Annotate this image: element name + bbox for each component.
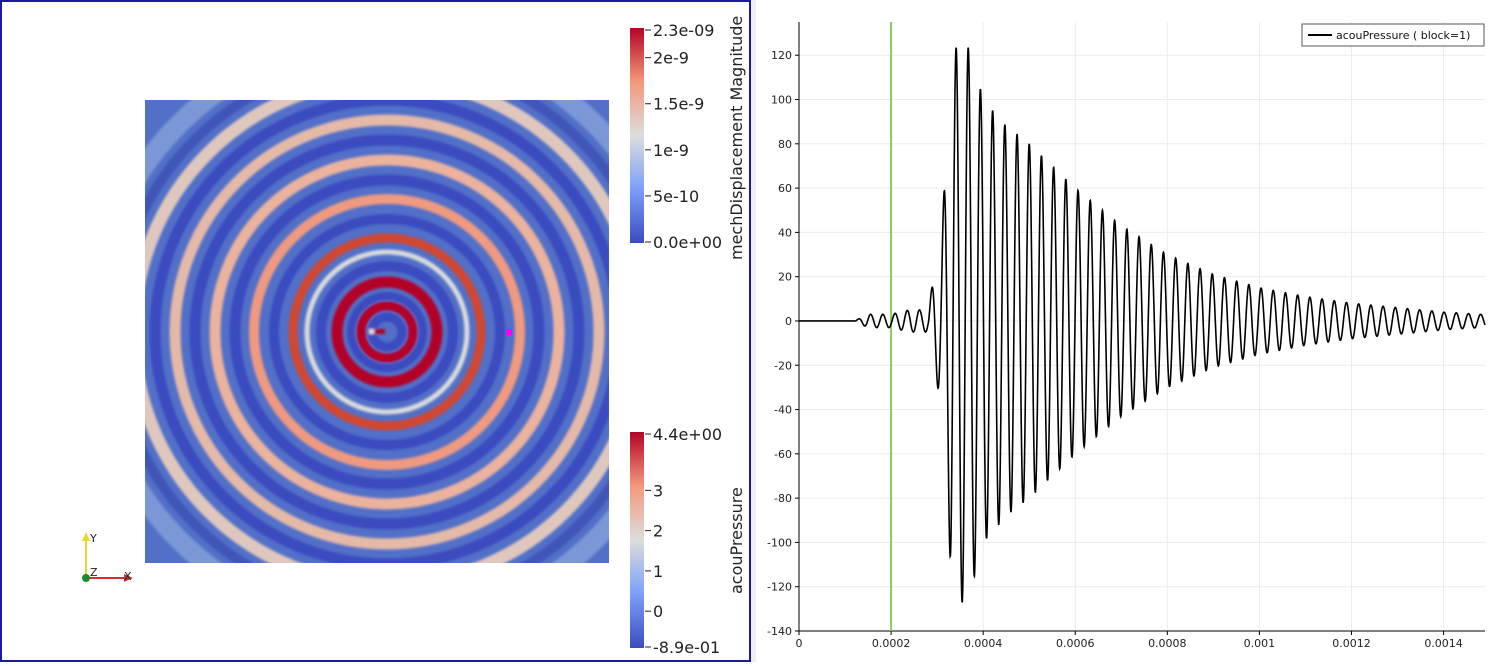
colorbar-displacement: 2.3e-09 2e-9 1.5e-9 1e-9 5e-10 0.0e+00 mechDi… xyxy=(630,16,746,260)
orientation-axes: Y Z X xyxy=(82,532,133,583)
y-tick-label: 60 xyxy=(778,182,792,195)
y-tick-label: -140 xyxy=(767,625,792,638)
probe-point xyxy=(506,329,512,335)
axis-x-label: X xyxy=(124,570,132,583)
render-view[interactable]: 2.3e-09 2e-9 1.5e-9 1e-9 5e-10 0.0e+00 mechDi… xyxy=(0,0,751,662)
colorbar-tick-label: 5e-10 xyxy=(653,187,699,206)
colorbar-tick-label: 2.3e-09 xyxy=(653,21,714,40)
y-tick-label: 80 xyxy=(778,138,792,151)
colorbar-tick-label: 3 xyxy=(653,481,663,500)
render-svg[interactable]: 2.3e-09 2e-9 1.5e-9 1e-9 5e-10 0.0e+00 mechDi… xyxy=(2,2,749,660)
line-chart[interactable]: 120 100 80 60 40 20 0 -20 -40 -60 -80 -100 -120 -140 0… xyxy=(756,0,1498,662)
x-tick-label: 0.0006 xyxy=(1056,637,1095,650)
view-splitter[interactable] xyxy=(751,0,756,662)
colorbar-tick-label: 2e-9 xyxy=(653,49,689,68)
y-tick-label: -100 xyxy=(767,536,792,549)
legend-label: acouPressure ( block=1) xyxy=(1336,29,1470,42)
y-tick-label: -40 xyxy=(774,404,792,417)
line-chart-view[interactable]: 120 100 80 60 40 20 0 -20 -40 -60 -80 -100 -120 -140 0… xyxy=(756,0,1498,662)
y-tick-label: -120 xyxy=(767,581,792,594)
colorbar-tick-label: 1.5e-9 xyxy=(653,95,704,114)
colorbar-pressure-title: acouPressure xyxy=(727,487,746,594)
colorbar-pressure: 4.4e+00 3 2 1 0 -8.9e-01 acouPressure xyxy=(630,425,746,657)
colorbar-tick-label: 4.4e+00 xyxy=(653,425,722,444)
x-tick-label: 0.0012 xyxy=(1332,637,1371,650)
colorbar-tick-label: 0 xyxy=(653,602,663,621)
x-tick-label: 0.0008 xyxy=(1148,637,1187,650)
colorbar-tick-label: 2 xyxy=(653,522,663,541)
colorbar-tick-label: 1 xyxy=(653,562,663,581)
colorbar-tick-label: 0.0e+00 xyxy=(653,233,722,252)
x-tick-label: 0 xyxy=(796,637,803,650)
series-line-acoupressure xyxy=(799,47,1486,603)
y-tick-label: 120 xyxy=(771,49,792,62)
x-tick-label: 0.0014 xyxy=(1424,637,1463,650)
y-tick-label: -60 xyxy=(774,448,792,461)
y-tick-label: 20 xyxy=(778,271,792,284)
y-tick-label: 0 xyxy=(785,315,792,328)
y-tick-label: -20 xyxy=(774,359,792,372)
chart-legend[interactable]: acouPressure ( block=1) xyxy=(1301,23,1485,47)
wave-rings xyxy=(145,100,609,563)
x-tick-label: 0.0002 xyxy=(872,637,911,650)
colorbar-tick-label: -8.9e-01 xyxy=(653,638,720,657)
x-tick-label: 0.0004 xyxy=(964,637,1003,650)
colorbar-tick-label: 1e-9 xyxy=(653,141,689,160)
x-tick-label: 0.001 xyxy=(1244,637,1276,650)
y-tick-label: 100 xyxy=(771,94,792,107)
y-tick-label: 40 xyxy=(778,226,792,239)
axis-z-label: Z xyxy=(90,566,98,579)
colorbar-displacement-title: mechDisplacement Magnitude xyxy=(727,16,746,260)
y-tick-label: -80 xyxy=(774,492,792,505)
axis-y-label: Y xyxy=(89,532,97,545)
